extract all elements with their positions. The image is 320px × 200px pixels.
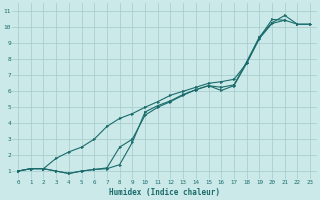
X-axis label: Humidex (Indice chaleur): Humidex (Indice chaleur)	[108, 188, 220, 197]
